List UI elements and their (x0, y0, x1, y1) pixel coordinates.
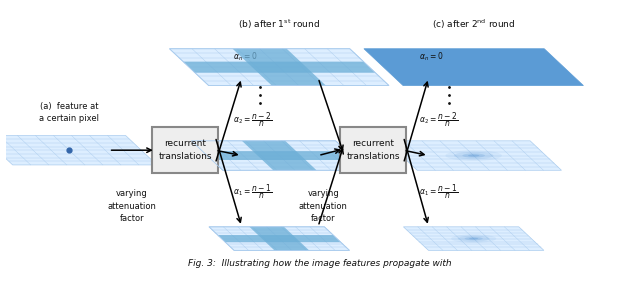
Ellipse shape (468, 154, 479, 157)
Text: recurrent
translations: recurrent translations (347, 139, 400, 161)
Text: (b) after 1$^{\rm st}$ round: (b) after 1$^{\rm st}$ round (238, 18, 320, 31)
Polygon shape (232, 49, 326, 86)
Polygon shape (209, 227, 349, 251)
Text: (c) after 2$^{\rm nd}$ round: (c) after 2$^{\rm nd}$ round (432, 18, 515, 31)
Polygon shape (183, 62, 375, 73)
Polygon shape (191, 141, 367, 170)
Ellipse shape (462, 153, 485, 158)
Text: $\alpha_1=\dfrac{n-1}{n}$: $\alpha_1=\dfrac{n-1}{n}$ (419, 182, 458, 201)
Ellipse shape (445, 150, 502, 161)
Ellipse shape (454, 152, 493, 159)
FancyBboxPatch shape (340, 127, 406, 173)
Text: $\alpha_n=0$: $\alpha_n=0$ (419, 50, 444, 63)
Polygon shape (0, 135, 157, 165)
Polygon shape (403, 227, 544, 251)
Text: $\alpha_n=0$: $\alpha_n=0$ (234, 50, 258, 63)
Polygon shape (218, 235, 340, 242)
Text: (a)  feature at
a certain pixel: (a) feature at a certain pixel (39, 102, 99, 123)
Text: Fig. 3:  Illustrating how the image features propagate with: Fig. 3: Illustrating how the image featu… (188, 259, 452, 268)
Ellipse shape (458, 236, 490, 242)
Polygon shape (364, 49, 584, 86)
Ellipse shape (451, 234, 496, 243)
Ellipse shape (469, 238, 478, 239)
Polygon shape (242, 141, 317, 170)
Ellipse shape (465, 237, 483, 240)
Text: varying
attenuation
factor: varying attenuation factor (299, 190, 348, 223)
Text: varying
attenuation
factor: varying attenuation factor (108, 190, 156, 223)
Polygon shape (170, 49, 389, 86)
Text: $\alpha_2=\dfrac{n-2}{n}$: $\alpha_2=\dfrac{n-2}{n}$ (419, 110, 458, 129)
Text: recurrent
translations: recurrent translations (159, 139, 212, 161)
Polygon shape (386, 141, 561, 170)
FancyBboxPatch shape (152, 127, 218, 173)
Polygon shape (250, 227, 309, 251)
Polygon shape (202, 151, 356, 160)
Text: $\alpha_2=\dfrac{n-2}{n}$: $\alpha_2=\dfrac{n-2}{n}$ (234, 110, 273, 129)
Text: $\alpha_1=\dfrac{n-1}{n}$: $\alpha_1=\dfrac{n-1}{n}$ (234, 182, 273, 201)
